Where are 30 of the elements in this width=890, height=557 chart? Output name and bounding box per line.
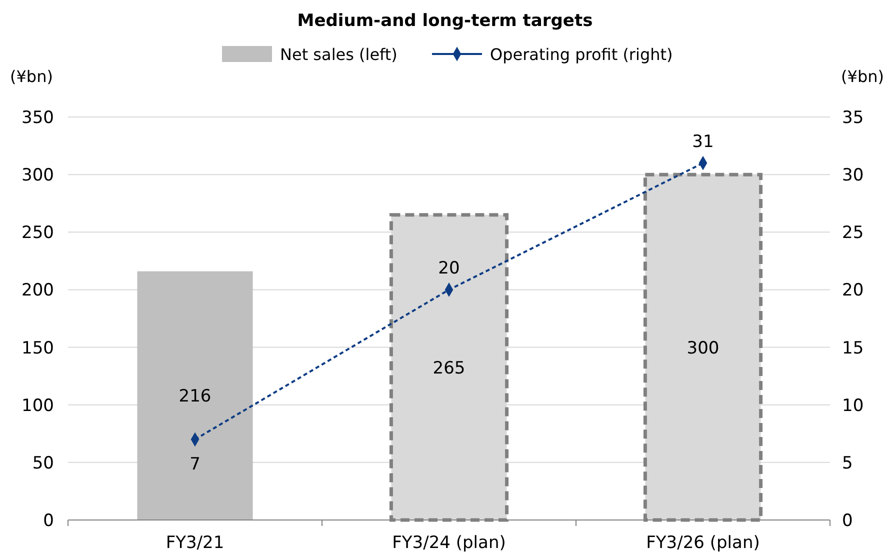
y-tick-label: 50 (32, 453, 54, 474)
x-tick-label: FY3/24 (plan) (392, 533, 506, 553)
data-label: 7 (190, 454, 200, 474)
data-label: 31 (692, 132, 714, 152)
y-tick-label: 250 (22, 223, 54, 244)
data-label: 20 (438, 258, 460, 279)
y2-tick-label: 25 (842, 223, 864, 244)
x-tick-label: FY3/21 (166, 533, 224, 553)
legend-label: Operating profit (right) (490, 45, 673, 64)
y2-tick-label: 10 (842, 396, 864, 416)
data-label: 300 (686, 338, 720, 358)
y2-tick-label: 20 (842, 280, 864, 301)
y-axis-title: (¥bn) (10, 67, 53, 86)
y-tick-label: 300 (22, 166, 54, 186)
x-tick-label: FY3/26 (plan) (646, 533, 760, 553)
y2-tick-label: 5 (842, 453, 853, 474)
chart-title: Medium-and long-term targets (297, 11, 593, 31)
y2-tick-label: 15 (842, 338, 864, 358)
y-tick-label: 0 (43, 511, 54, 531)
y-tick-label: 150 (22, 338, 54, 358)
data-label: 216 (178, 386, 212, 407)
y-tick-label: 200 (22, 280, 54, 301)
y2-tick-label: 35 (842, 108, 864, 128)
data-label: 265 (432, 358, 466, 378)
legend-label: Net sales (left) (280, 45, 398, 64)
y-tick-label: 350 (22, 108, 54, 128)
y2-tick-label: 0 (842, 511, 853, 531)
y2-axis-title: (¥bn) (841, 67, 884, 86)
y-tick-label: 100 (22, 396, 54, 416)
y2-tick-label: 30 (842, 166, 864, 186)
